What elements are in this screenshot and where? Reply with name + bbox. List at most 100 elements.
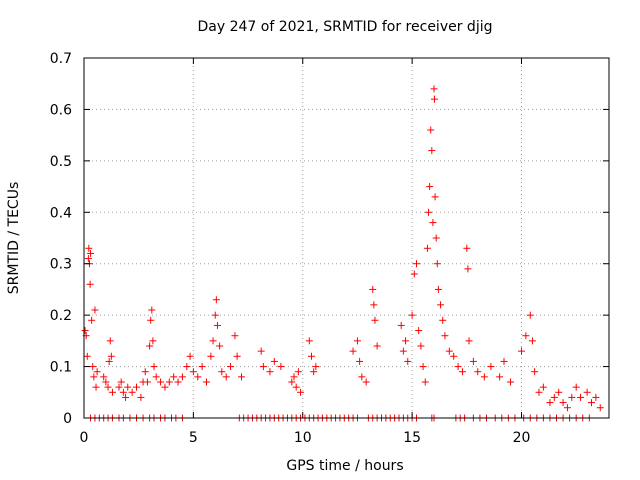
data-point: [546, 399, 554, 407]
data-point: [270, 357, 278, 365]
data-point: [404, 357, 412, 365]
data-point: [430, 95, 438, 103]
data-point: [108, 388, 116, 396]
data-point: [399, 347, 407, 355]
data-point: [115, 383, 123, 391]
data-point: [186, 352, 194, 360]
data-point: [563, 404, 571, 412]
data-point: [257, 347, 265, 355]
data-points: [81, 85, 604, 422]
data-point: [147, 316, 155, 324]
data-point: [85, 244, 93, 252]
data-point: [432, 234, 440, 242]
data-point: [178, 373, 186, 381]
data-point: [373, 342, 381, 350]
data-point: [203, 378, 210, 386]
data-point: [212, 296, 220, 304]
data-point: [92, 383, 100, 391]
data-point: [410, 270, 418, 278]
data-point: [312, 363, 320, 371]
y-tick-label: 0: [63, 411, 72, 427]
data-point: [454, 363, 462, 371]
data-point: [356, 357, 364, 365]
data-point: [277, 363, 285, 371]
data-point: [439, 316, 447, 324]
data-point: [370, 301, 378, 309]
data-point: [86, 280, 94, 288]
data-point: [146, 342, 154, 350]
y-tick-label: 0.5: [50, 154, 72, 170]
data-point: [592, 393, 600, 401]
data-point: [150, 363, 158, 371]
data-point: [218, 368, 226, 376]
data-point: [572, 383, 580, 391]
data-point: [528, 337, 536, 345]
data-point: [143, 378, 151, 386]
data-point: [310, 368, 318, 376]
data-point: [433, 260, 441, 268]
y-tick-label: 0.3: [50, 257, 72, 273]
y-tick-label: 0.2: [50, 308, 72, 324]
data-point: [458, 368, 466, 376]
data-point: [568, 393, 576, 401]
data-point: [211, 311, 219, 319]
data-point: [596, 404, 604, 412]
y-axis-label: SRMTID / TECUs: [6, 182, 22, 295]
data-point: [428, 147, 436, 155]
data-point: [577, 393, 585, 401]
data-point: [157, 378, 165, 386]
data-point: [358, 373, 366, 381]
data-point: [207, 352, 215, 360]
data-point: [102, 378, 110, 386]
data-point: [231, 332, 239, 340]
data-point: [297, 388, 305, 396]
data-point: [87, 249, 95, 257]
data-point: [480, 373, 488, 381]
data-point: [91, 306, 99, 314]
y-tick-label: 0.6: [50, 102, 72, 118]
data-point: [434, 285, 442, 293]
data-point: [81, 327, 89, 335]
grid-layer: [84, 58, 609, 418]
x-tick-label: 20: [513, 430, 531, 446]
data-point: [198, 363, 206, 371]
data-point: [397, 321, 405, 329]
data-point: [464, 265, 472, 273]
data-point: [213, 321, 221, 329]
data-point: [100, 373, 108, 381]
y-tick-label: 0.7: [50, 51, 72, 67]
data-point: [349, 347, 357, 355]
data-point: [402, 337, 410, 345]
data-point: [496, 373, 504, 381]
data-point: [137, 393, 145, 401]
data-point: [233, 352, 241, 360]
data-point: [423, 244, 431, 252]
data-point: [222, 373, 230, 381]
data-point: [106, 337, 114, 345]
data-point: [362, 378, 370, 386]
data-point: [426, 183, 434, 191]
data-point: [288, 378, 296, 386]
data-point: [149, 337, 157, 345]
data-point: [465, 337, 473, 345]
data-point: [463, 244, 471, 252]
data-point: [194, 373, 202, 381]
data-point: [174, 378, 182, 386]
data-point: [559, 399, 567, 407]
data-point: [133, 383, 140, 391]
data-point: [445, 347, 453, 355]
data-point: [555, 388, 563, 396]
data-point: [294, 368, 302, 376]
data-point: [437, 301, 445, 309]
data-point: [500, 357, 508, 365]
data-point: [427, 126, 435, 134]
data-point: [266, 368, 274, 376]
data-point: [227, 363, 235, 371]
data-point: [450, 352, 458, 360]
data-point: [507, 378, 515, 386]
data-point: [93, 368, 101, 376]
x-axis-label: GPS time / hours: [286, 458, 403, 474]
data-point: [415, 327, 423, 335]
